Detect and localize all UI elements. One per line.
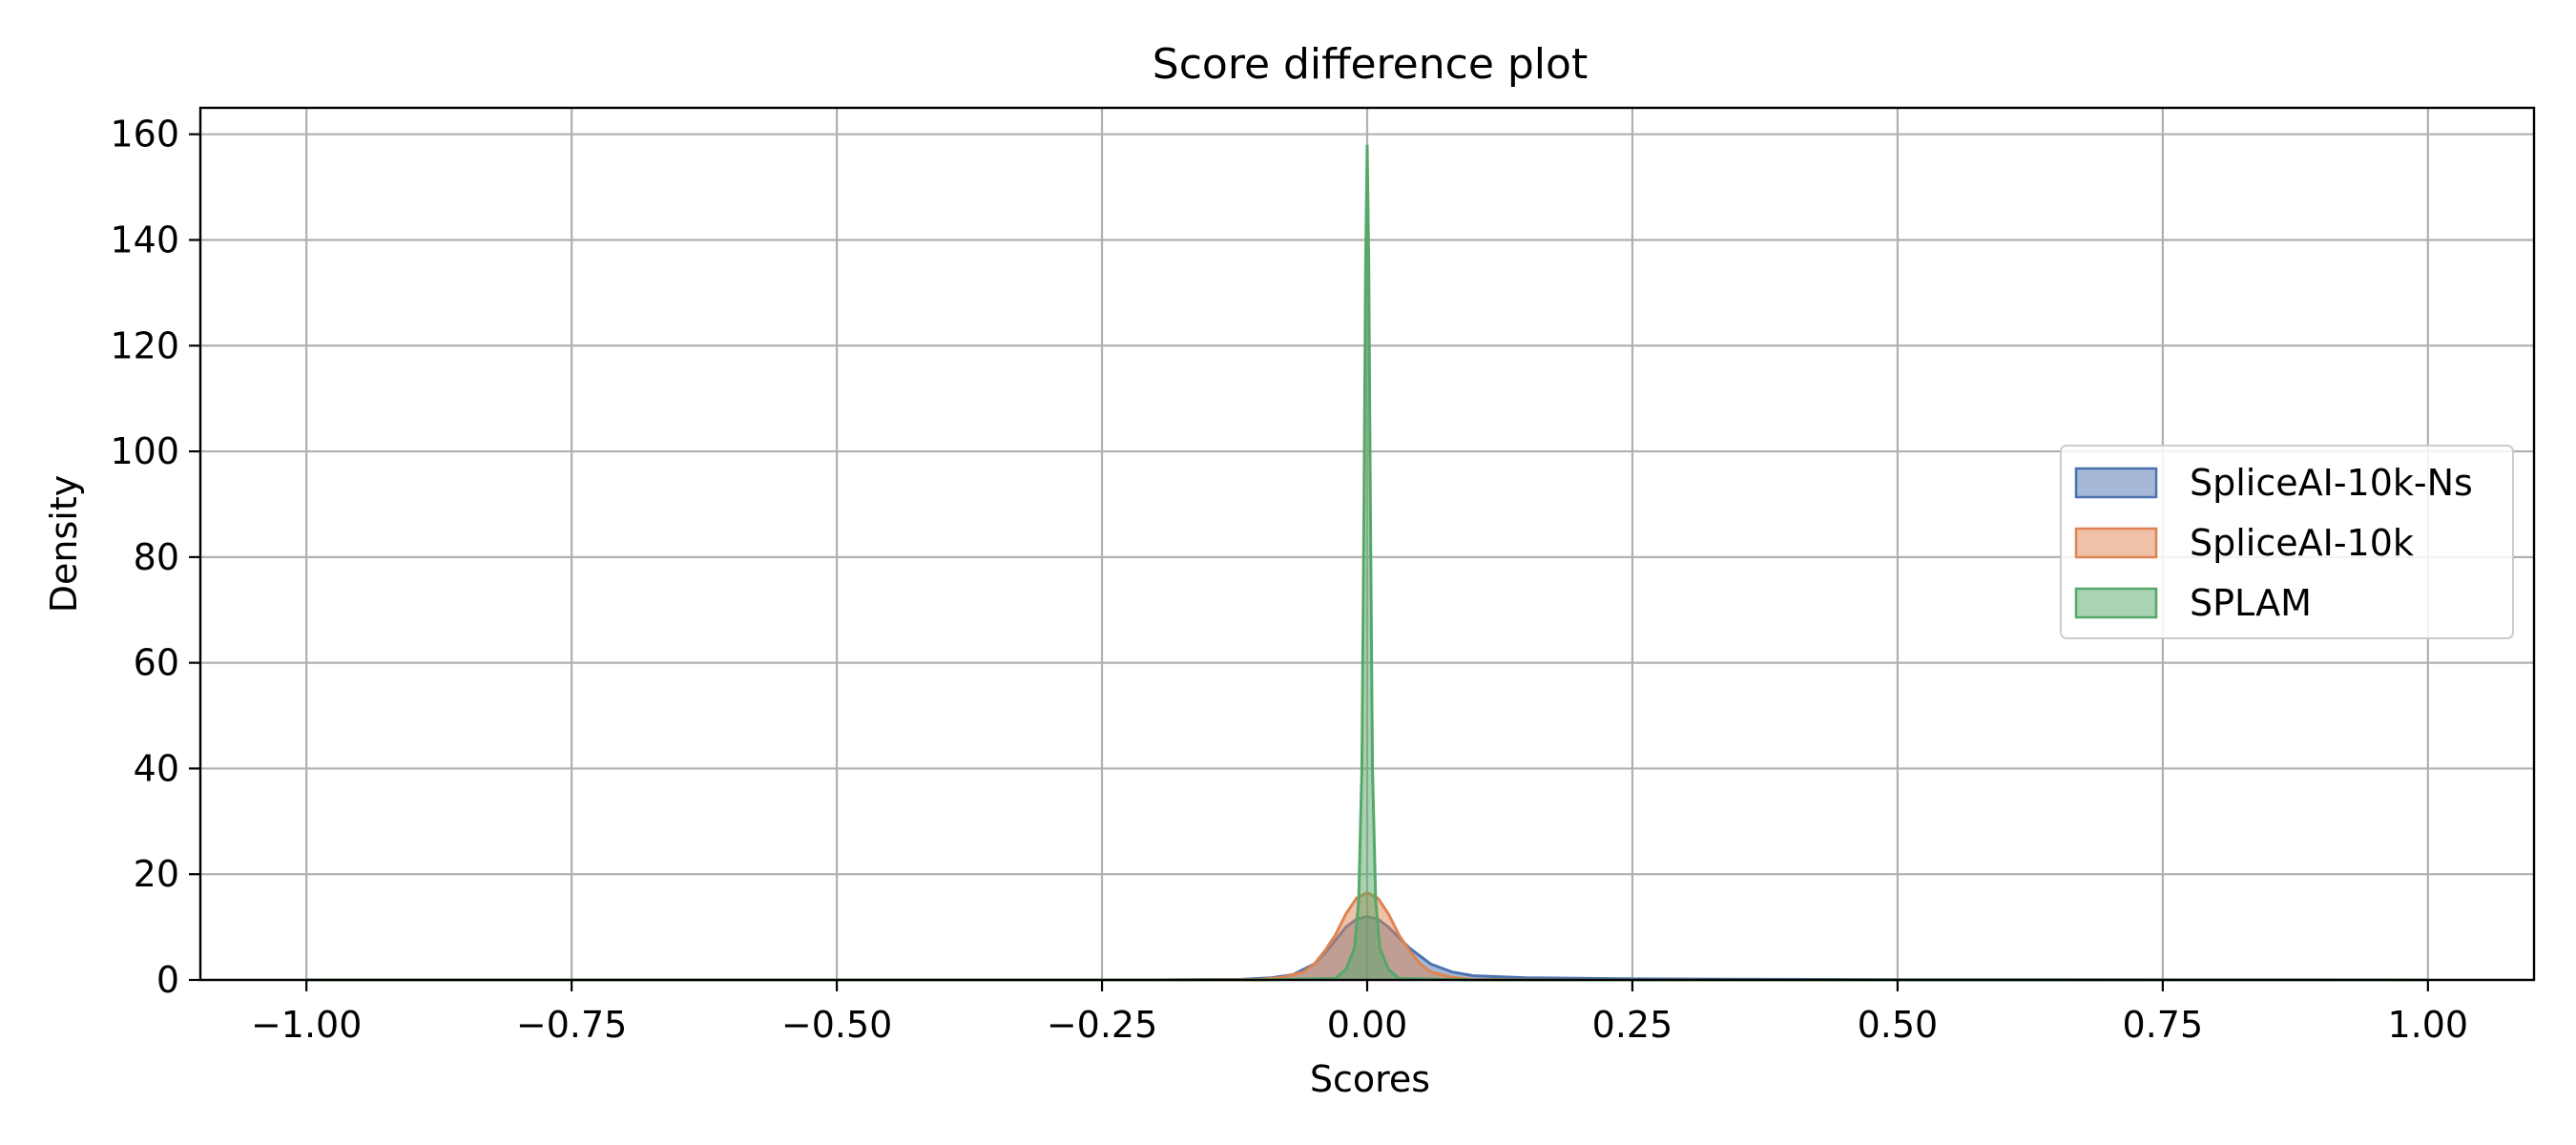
legend-box [2060,445,2514,639]
y-tick-label: 20 [134,853,179,895]
legend-item: SPLAM [2074,582,2312,624]
legend-label: SPLAM [2190,582,2312,624]
chart-title: Score difference plot [1153,40,1588,89]
y-axis: 0 20 40 60 80 100 120 140 160 [110,114,200,1001]
legend-label: SpliceAI-10k-Ns [2190,462,2473,504]
y-tick-label: 120 [110,324,179,366]
x-axis-label: Scores [1310,1058,1430,1100]
legend-swatch [2074,467,2158,499]
x-tick-label: 0.25 [1592,1004,1673,1046]
series-area-splam [306,144,2428,980]
y-tick-label: 160 [110,114,179,156]
y-tick-label: 140 [110,219,179,260]
legend-item: SpliceAI-10k-Ns [2074,462,2473,504]
x-tick-label: −0.50 [781,1004,892,1046]
y-axis-label: Density [43,475,85,613]
legend-item: SpliceAI-10k [2074,522,2414,564]
x-tick-label: −0.25 [1047,1004,1157,1046]
y-tick-label: 100 [110,430,179,472]
series-layer [306,144,2428,982]
x-axis: −1.00 −0.75 −0.50 −0.25 0.00 0.25 0.50 0.75 1.00 [251,980,2468,1046]
x-tick-label: 1.00 [2388,1004,2469,1046]
y-tick-label: 60 [134,642,179,684]
x-tick-label: 0.00 [1327,1004,1408,1046]
legend-swatch [2074,587,2158,619]
series-line-splam [306,144,2428,982]
x-tick-label: −0.75 [516,1004,627,1046]
legend: SpliceAI-10k-Ns SpliceAI-10k SPLAM [2060,445,2514,639]
x-tick-label: −1.00 [251,1004,362,1046]
y-tick-label: 40 [134,747,179,789]
legend-swatch [2074,527,2158,559]
x-tick-label: 0.75 [2123,1004,2204,1046]
y-tick-label: 0 [156,959,179,1001]
legend-label: SpliceAI-10k [2190,522,2414,564]
y-tick-label: 80 [134,536,179,578]
x-tick-label: 0.50 [1858,1004,1939,1046]
